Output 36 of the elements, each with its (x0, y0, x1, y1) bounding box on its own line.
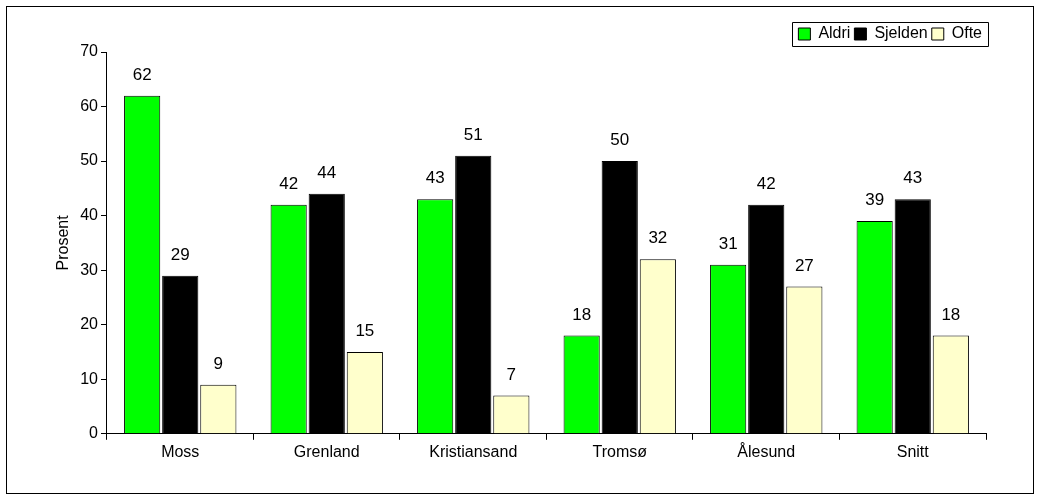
data-label: 42 (756, 173, 776, 193)
data-label: 62 (132, 64, 152, 84)
y-tick-label: 30 (80, 260, 99, 278)
data-label: 18 (941, 304, 961, 324)
x-tick-label: Kristiansand (429, 442, 518, 460)
y-tick-label: 50 (80, 151, 99, 169)
data-label: 43 (425, 168, 445, 188)
x-tick-label: Ålesund (737, 441, 796, 460)
data-label: 29 (170, 244, 190, 264)
x-tick-label: Tromsø (592, 442, 648, 460)
y-tick-label: 0 (89, 424, 99, 442)
legend-label: Aldri (818, 24, 851, 42)
data-label: 39 (865, 190, 885, 210)
x-tick-label: Moss (161, 442, 200, 460)
y-tick-label: 60 (80, 96, 99, 114)
data-label: 43 (903, 168, 923, 188)
data-label: 50 (610, 130, 630, 150)
data-label: 42 (279, 173, 299, 193)
y-tick-label: 10 (80, 369, 99, 387)
data-label: 31 (718, 233, 738, 253)
legend-label: Sjelden (874, 24, 928, 42)
data-label: 9 (213, 353, 224, 373)
x-tick-label: Grenland (293, 442, 360, 460)
y-axis-title: Prosent (54, 214, 72, 271)
data-label: 18 (572, 304, 592, 324)
data-label: 27 (794, 255, 814, 275)
data-label: 32 (648, 228, 668, 248)
data-label: 51 (463, 124, 483, 144)
y-tick-label: 40 (80, 206, 99, 224)
data-label: 15 (355, 321, 375, 341)
data-label: 7 (506, 364, 517, 384)
x-tick-label: Snitt (896, 442, 930, 460)
legend-label: Ofte (951, 24, 983, 42)
data-label: 44 (317, 163, 337, 182)
y-tick-label: 20 (80, 315, 99, 333)
y-tick-label: 70 (80, 42, 99, 60)
